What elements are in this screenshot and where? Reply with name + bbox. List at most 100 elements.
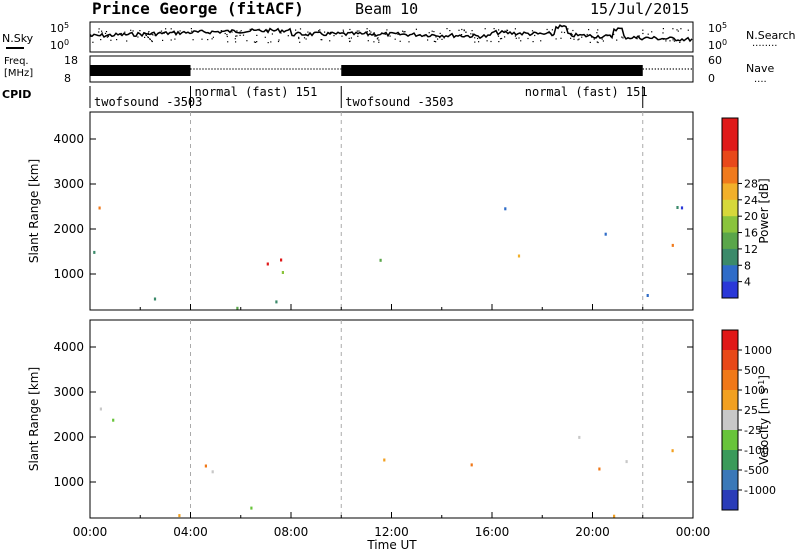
colorbar-segment [722,281,738,299]
nsearch-point [149,38,151,40]
nsearch-point [638,35,640,37]
noise-tick-left-bottom: 100 [50,38,69,52]
heatmap-cell [604,232,607,236]
nsearch-point [402,30,404,32]
heatmap-cell [470,463,473,467]
nsearch-point [350,37,352,39]
heatmap-cell [646,294,649,297]
nsearch-point [622,37,624,39]
noise-panel-frame [89,21,694,53]
nsearch-point [372,34,375,36]
nsearch-point [137,36,139,38]
nsearch-point [98,31,100,33]
nsearch-point [258,28,260,30]
nsearch-point [333,35,335,37]
nsearch-point [572,29,574,32]
nsearch-point [673,40,675,42]
velocity-ylabel: Slant Range [km] [27,367,41,471]
nsearch-point [224,32,226,35]
nsearch-point [236,35,238,37]
nsearch-point [610,36,612,38]
nsearch-point [107,35,109,37]
nsearch-point [226,35,228,38]
nsearch-point [110,39,112,41]
nsearch-point [474,37,476,39]
nsearch-point [477,37,479,40]
nsearch-point [378,39,380,41]
nsearch-point [616,39,618,41]
nsearch-point [201,38,203,40]
nsearch-point [143,32,146,35]
colorbar-segment [722,167,738,184]
nsearch-point [642,32,644,35]
heatmap-cell [578,435,581,439]
nsearch-point [504,36,506,38]
nsearch-label: N.Search [746,29,796,42]
colorbar-tick-label: 24 [744,194,758,207]
heatmap-cell [383,458,386,462]
cpid-segment-label: normal (fast) 151 [195,85,318,99]
heatmap-cell [153,297,157,301]
nsearch-point [235,35,237,37]
nsearch-point [147,36,149,39]
nsearch-point [367,40,369,42]
station-title: Prince George (fitACF) [92,0,304,18]
nsearch-point [367,35,369,37]
nsearch-point [341,35,343,37]
nsearch-point [143,32,145,34]
nsearch-point [534,34,536,37]
nsearch-point [92,41,94,43]
nsearch-point [435,41,437,43]
nsearch-point [578,38,580,40]
power-panel-frame [89,111,694,311]
nsearch-point [163,32,165,34]
nsearch-point [377,37,379,39]
nsearch-point [299,41,301,43]
nsearch-point [606,35,608,37]
nsearch-point [415,28,417,30]
nsearch-point [144,36,146,38]
nsearch-point [665,40,667,42]
nsearch-point [160,30,163,32]
nsearch-point [357,35,359,37]
heatmap-cell [598,467,601,471]
colorbar-segment [722,199,738,217]
colorbar-tick-label: 16 [744,227,758,240]
nsearch-point [320,39,322,41]
colorbar-tick-label: -500 [744,464,769,477]
time-tick-label: 08:00 [274,525,309,539]
nsearch-point [596,32,598,34]
ytick-label: 3000 [53,385,84,399]
nsearch-point [271,33,273,35]
nsearch-point [527,37,529,40]
nsearch-point [621,36,623,38]
colorbar-tick-label: 4 [744,276,751,289]
nsearch-point [384,33,386,35]
nsearch-point [514,35,516,37]
nsearch-point [433,40,435,42]
time-tick-label: 20:00 [575,525,610,539]
noise-tick-left-top: 105 [50,21,69,35]
nsearch-point [518,37,520,39]
nsearch-point [593,38,595,40]
nsearch-point [567,28,569,30]
nsearch-point [439,37,441,39]
nsearch-point [443,37,445,39]
freq-label-line2: [MHz] [4,68,33,79]
nsearch-point [287,35,289,37]
nsearch-point [152,34,154,36]
heatmap-cell [275,300,278,304]
nsearch-point [532,41,534,43]
nsearch-point [403,31,405,33]
nsearch-point [228,30,230,32]
nsearch-point [101,30,103,32]
nsearch-point [546,28,548,31]
nsearch-point [147,36,149,38]
nsearch-point [295,29,297,31]
colorbar-tick-label: 28 [744,177,758,190]
nsearch-point [162,39,164,41]
nsearch-point [647,33,649,35]
nsearch-point [435,36,437,38]
heatmap-cell [680,206,684,210]
nsearch-point [428,32,430,34]
